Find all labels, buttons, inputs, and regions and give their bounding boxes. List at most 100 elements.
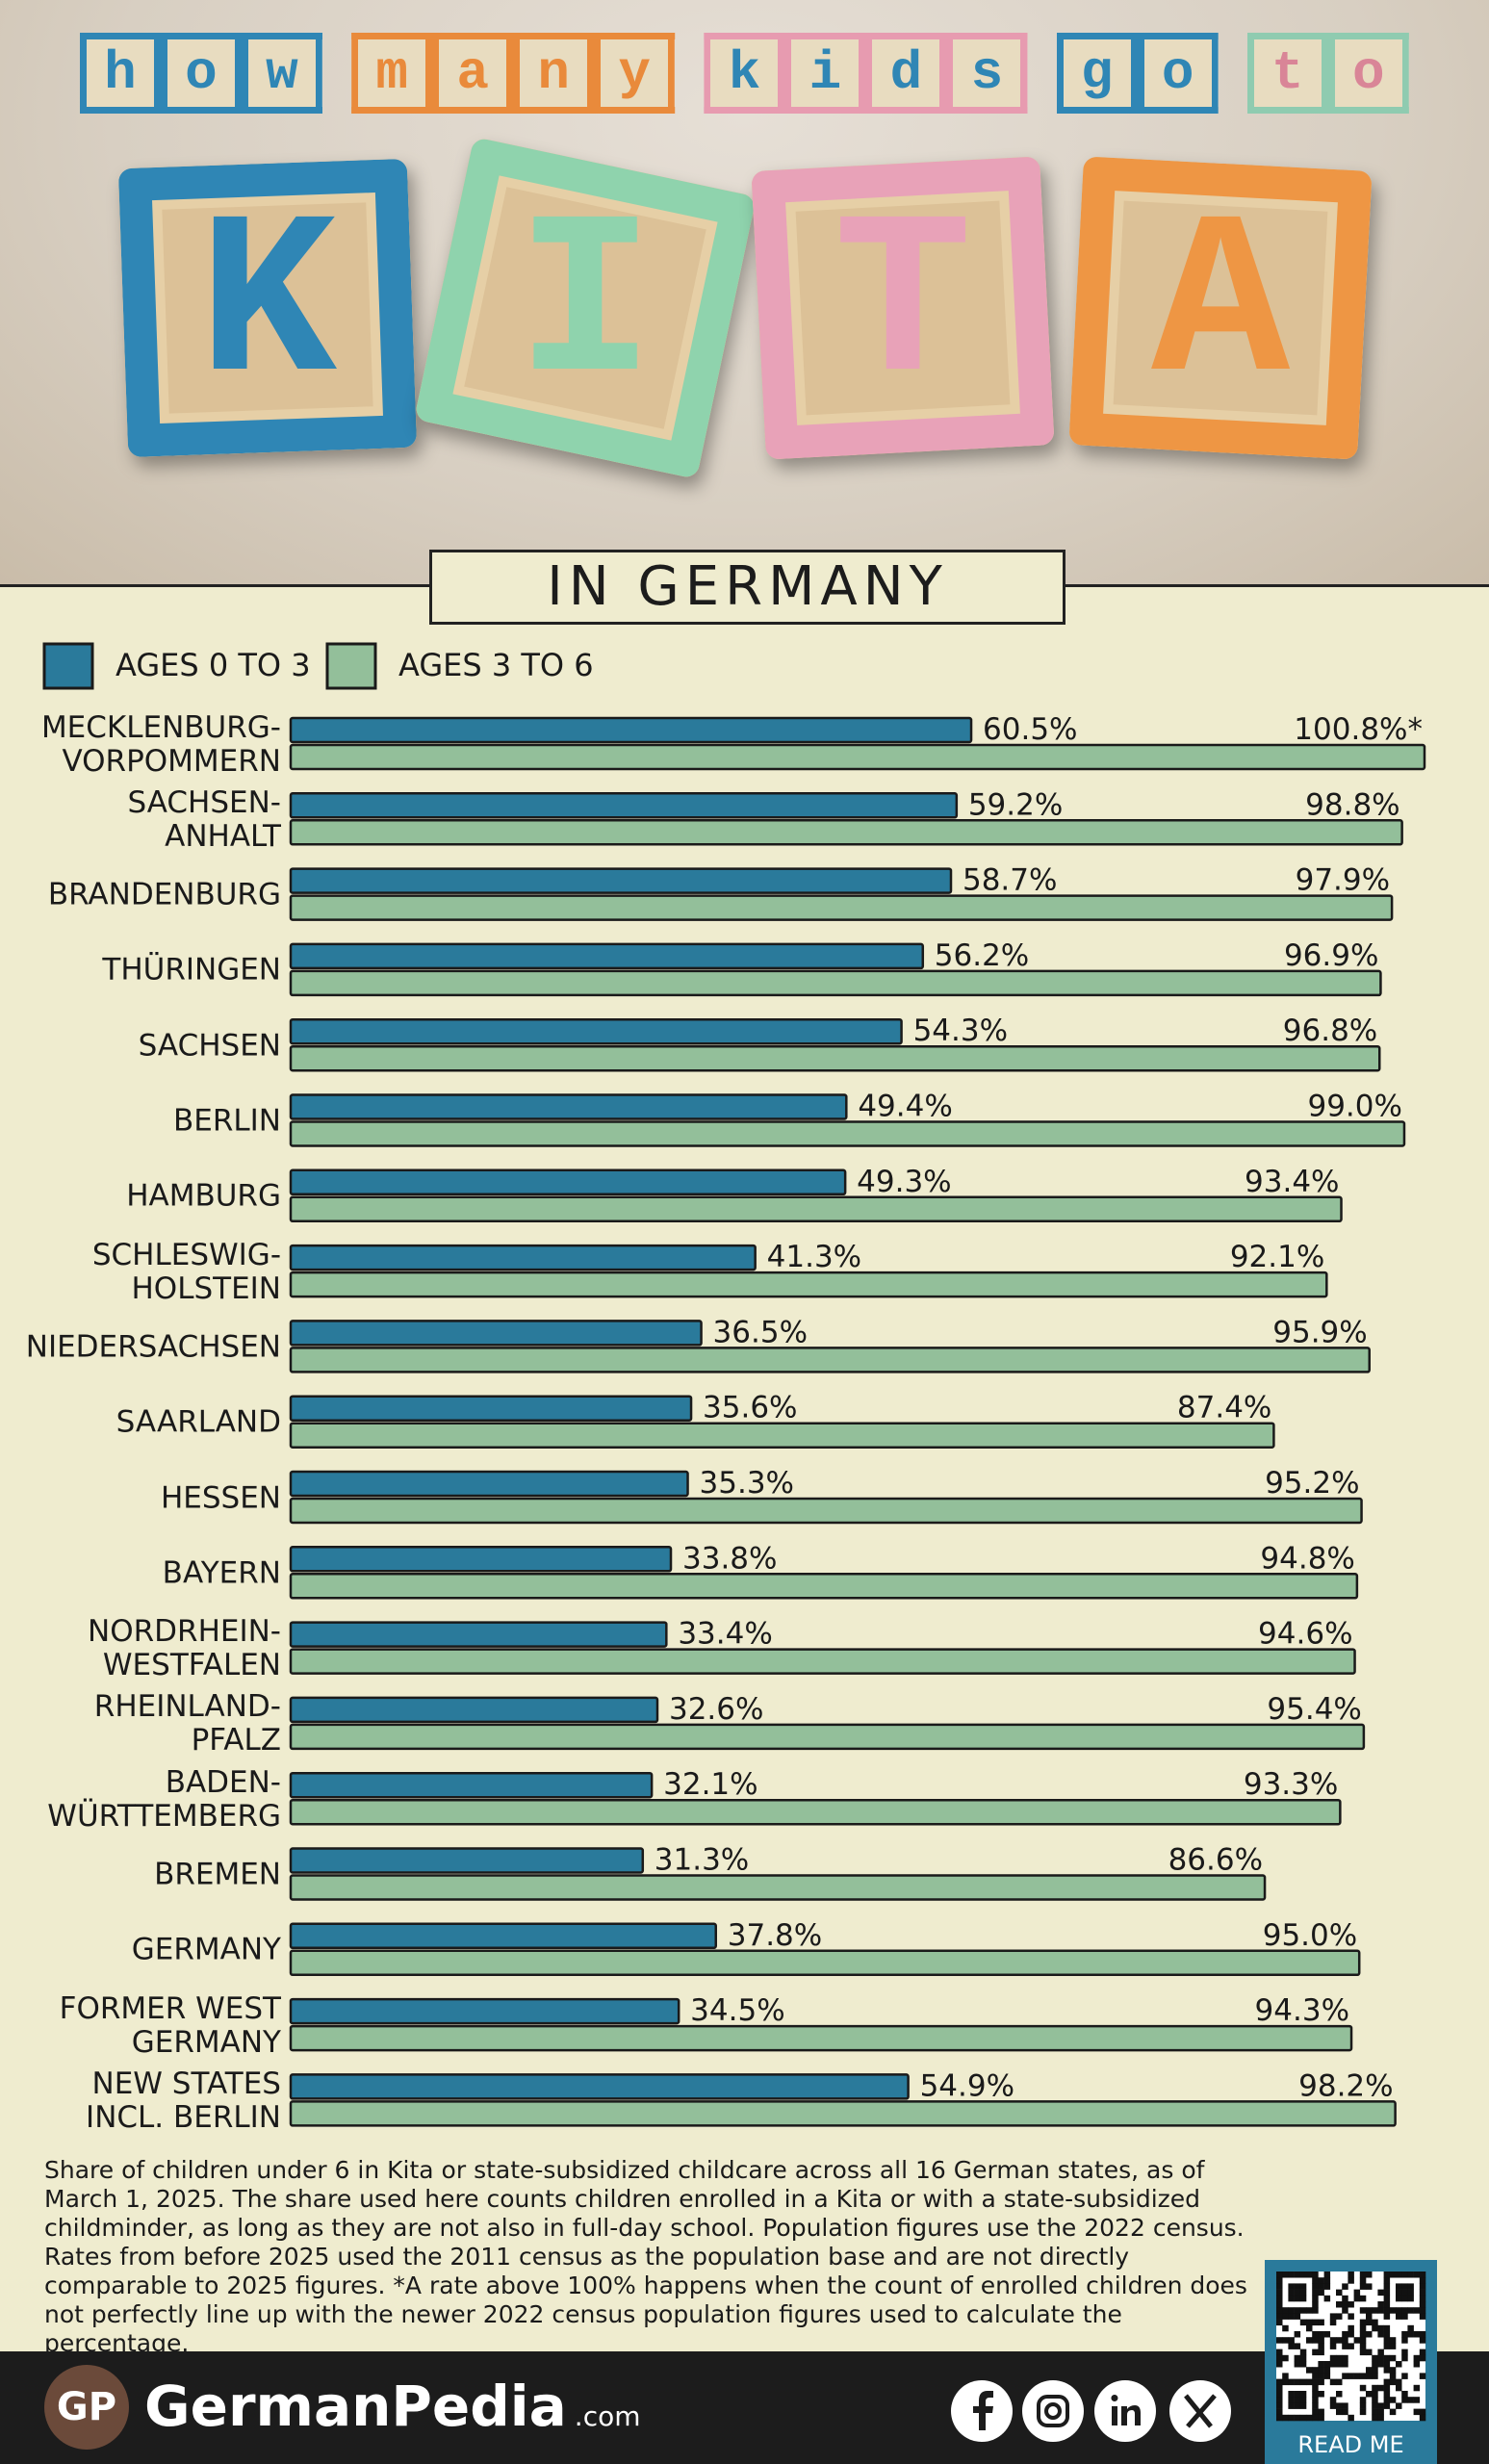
qr-module [1336, 2301, 1343, 2308]
value-label: 97.9% [1296, 863, 1390, 898]
qr-module [1312, 2378, 1319, 2386]
value-label: 34.5% [690, 1993, 784, 2028]
qr-module [1306, 2324, 1313, 2332]
bar [289, 969, 1382, 997]
qr-module [1306, 2414, 1313, 2422]
bar [289, 1621, 668, 1648]
category-label: BADEN- WÜRTTEMBERG [47, 1764, 281, 1834]
qr-module [1401, 2348, 1408, 2356]
qr-module [1389, 2354, 1397, 2362]
qr-module [1359, 2397, 1367, 2403]
qr-module [1366, 2373, 1373, 2379]
qr-module [1288, 2295, 1295, 2302]
qr-module [1323, 2361, 1331, 2368]
bar [289, 792, 959, 819]
qr-module [1336, 2337, 1343, 2344]
value-label: 92.1% [1230, 1240, 1324, 1274]
category-label: SCHLESWIG- HOLSTEIN [91, 1237, 281, 1306]
legend-label: AGES 0 TO 3 [116, 647, 311, 683]
chart: AGES 0 TO 3 AGES 3 TO 6 60.5% 100.8%* 59.2% 9… [42, 642, 1426, 2127]
qr-module [1413, 2272, 1421, 2278]
kita-title: KITA [109, 164, 1469, 452]
qr-module [1383, 2277, 1391, 2284]
qr-module [1299, 2272, 1307, 2278]
qr-module [1336, 2391, 1343, 2398]
qr-module [1318, 2391, 1324, 2398]
qr-module [1318, 2331, 1324, 2338]
qr-module [1407, 2324, 1414, 2332]
qr-module [1372, 2361, 1378, 2368]
qr-module [1389, 2373, 1397, 2379]
bar [289, 894, 1394, 921]
qr-module [1336, 2378, 1343, 2386]
qr-module [1329, 2354, 1337, 2362]
qr-module [1419, 2313, 1426, 2320]
qr-module [1348, 2414, 1354, 2422]
bar [289, 1017, 903, 1045]
qr-module [1329, 2397, 1337, 2403]
qr-module [1396, 2289, 1402, 2297]
qr-module [1276, 2272, 1283, 2278]
qr-module [1318, 2277, 1324, 2284]
bar [289, 1949, 1361, 1977]
qr-module [1419, 2414, 1426, 2422]
qr-module [1282, 2414, 1289, 2422]
qr-module [1288, 2402, 1295, 2409]
value-label: 94.6% [1258, 1617, 1352, 1652]
qr-module [1282, 2313, 1289, 2320]
qr-module [1276, 2283, 1283, 2290]
qr-module [1401, 2331, 1408, 2338]
value-label: 96.9% [1284, 938, 1378, 973]
brand: GermanPedia .com [144, 2373, 641, 2451]
qr-module [1383, 2337, 1391, 2344]
bar [289, 819, 1403, 846]
qr-module [1377, 2289, 1384, 2297]
qr-module [1276, 2391, 1283, 2398]
bar [289, 1395, 693, 1422]
qr-module [1366, 2391, 1373, 2398]
bar [289, 1497, 1363, 1525]
qr-module [1407, 2289, 1414, 2297]
qr-module [1312, 2373, 1319, 2379]
qr-module [1372, 2373, 1378, 2379]
qr-module [1366, 2283, 1373, 2290]
qr-module [1312, 2301, 1319, 2308]
qr-module [1276, 2307, 1283, 2314]
qr-code[interactable]: READ ME [1265, 2260, 1437, 2464]
qr-module [1366, 2367, 1373, 2374]
value-label: 33.4% [678, 1617, 772, 1652]
value-label: 60.5% [983, 712, 1077, 747]
qr-module [1383, 2384, 1391, 2392]
qr-module [1348, 2272, 1354, 2278]
qr-module [1312, 2283, 1319, 2290]
bar [289, 1320, 703, 1347]
qr-module [1312, 2307, 1319, 2314]
qr-module [1342, 2283, 1348, 2290]
qr-module [1407, 2307, 1414, 2314]
qr-module [1294, 2283, 1301, 2290]
qr-module [1353, 2373, 1361, 2379]
qr-module [1407, 2397, 1414, 2403]
qr-module [1276, 2289, 1283, 2297]
qr-module [1288, 2272, 1295, 2278]
qr-module [1323, 2367, 1331, 2374]
category-label: BRANDENBURG [47, 877, 281, 912]
qr-module [1372, 2307, 1378, 2314]
title-word: kids [704, 33, 1028, 114]
qr-module [1329, 2313, 1337, 2320]
bar [289, 1422, 1275, 1449]
qr-module [1342, 2354, 1348, 2362]
qr-module [1299, 2307, 1307, 2314]
qr-module [1299, 2295, 1307, 2302]
qr-module [1377, 2348, 1384, 2356]
value-label: 31.3% [655, 1843, 749, 1878]
qr-module [1366, 2272, 1373, 2278]
qr-module [1312, 2397, 1319, 2403]
value-label: 56.2% [935, 938, 1029, 973]
qr-module [1276, 2378, 1283, 2386]
qr-module [1383, 2331, 1391, 2338]
qr-module [1312, 2402, 1319, 2409]
instagram-icon[interactable] [1022, 2380, 1084, 2442]
value-label: 87.4% [1177, 1391, 1271, 1425]
qr-module [1359, 2343, 1367, 2349]
